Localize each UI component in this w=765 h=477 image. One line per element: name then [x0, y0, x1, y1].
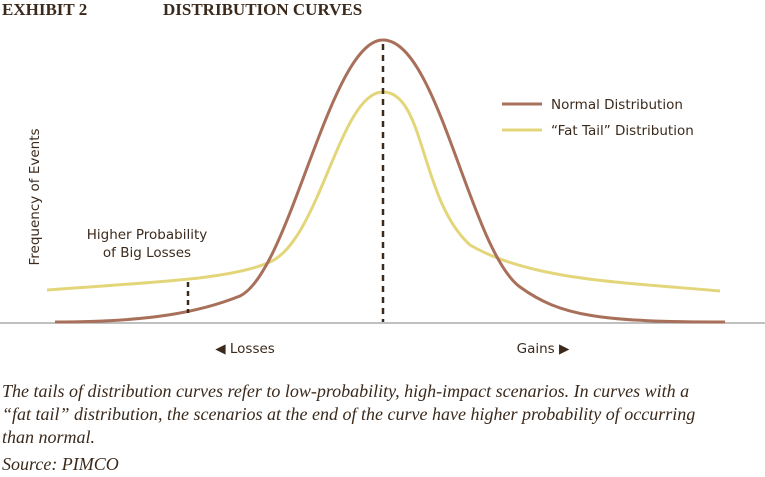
- x-label-left: ◀ Losses: [215, 341, 275, 357]
- legend-label: “Fat Tail” Distribution: [551, 123, 694, 139]
- exhibit-label: EXHIBIT 2: [2, 0, 87, 19]
- chart-title: DISTRIBUTION CURVES: [163, 0, 362, 19]
- x-label-right: Gains ▶: [517, 341, 570, 357]
- caption-line: The tails of distribution curves refer t…: [2, 381, 689, 401]
- caption-line: “fat tail” distribution, the scenarios a…: [2, 404, 695, 424]
- annotation: of Big Losses: [103, 245, 191, 261]
- legend-label: Normal Distribution: [551, 97, 683, 113]
- y-axis-label: Frequency of Events: [27, 128, 43, 265]
- annotation: Higher Probability: [87, 227, 208, 243]
- normal-curve: [54, 38, 726, 324]
- source: Source: PIMCO: [2, 454, 119, 474]
- caption-line: than normal.: [2, 427, 95, 447]
